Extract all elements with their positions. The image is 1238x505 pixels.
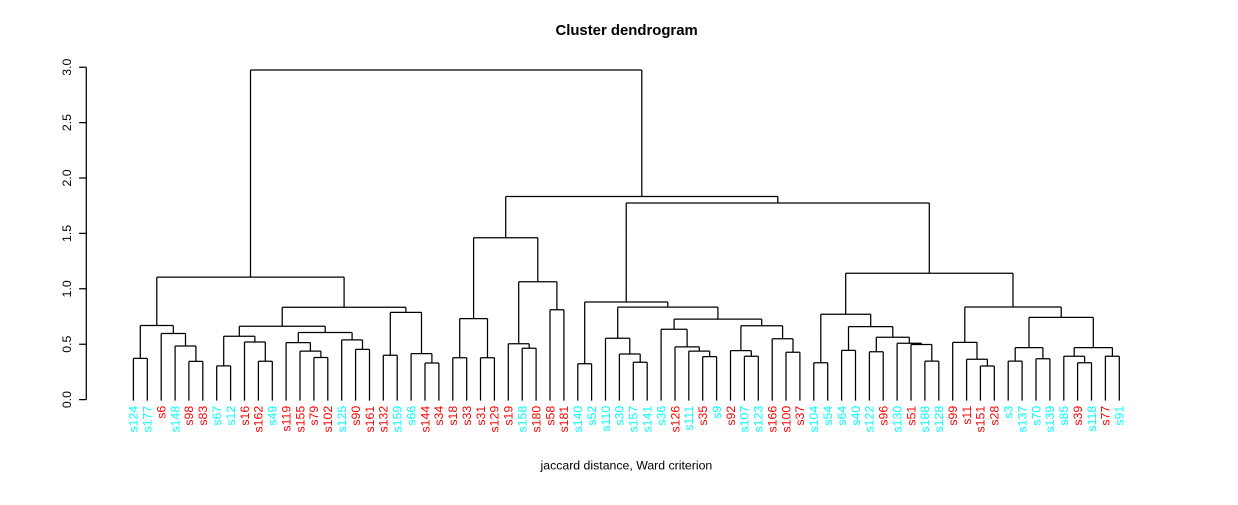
svg-text:s83: s83 <box>196 406 210 426</box>
svg-text:s123: s123 <box>752 406 766 433</box>
svg-text:s90: s90 <box>349 406 363 426</box>
svg-text:s37: s37 <box>793 406 807 426</box>
svg-text:s34: s34 <box>432 406 446 426</box>
svg-text:s157: s157 <box>627 406 641 433</box>
svg-text:s19: s19 <box>502 406 516 426</box>
svg-text:0.5: 0.5 <box>60 335 74 352</box>
svg-text:s181: s181 <box>557 406 571 433</box>
svg-text:s11: s11 <box>960 406 974 425</box>
svg-text:s148: s148 <box>168 406 182 433</box>
svg-text:s177: s177 <box>141 406 155 433</box>
svg-text:s39: s39 <box>1071 406 1085 426</box>
svg-text:s158: s158 <box>516 406 530 433</box>
svg-text:s188: s188 <box>918 406 932 433</box>
svg-text:s77: s77 <box>1099 406 1113 426</box>
svg-text:1.5: 1.5 <box>60 225 74 242</box>
svg-text:Cluster dendrogram: Cluster dendrogram <box>555 23 697 39</box>
svg-text:0.0: 0.0 <box>60 391 74 408</box>
svg-text:s159: s159 <box>391 406 405 433</box>
svg-text:s118: s118 <box>1085 406 1099 432</box>
svg-text:s110: s110 <box>599 406 613 432</box>
svg-text:s137: s137 <box>1015 406 1029 433</box>
svg-text:s36: s36 <box>654 406 668 426</box>
svg-text:s111: s111 <box>682 406 696 431</box>
svg-text:s58: s58 <box>543 406 557 426</box>
svg-text:s98: s98 <box>182 406 196 426</box>
svg-text:s104: s104 <box>807 406 821 433</box>
svg-text:s102: s102 <box>321 406 335 433</box>
svg-text:s151: s151 <box>974 406 988 433</box>
svg-text:s155: s155 <box>293 406 307 433</box>
svg-text:s54: s54 <box>821 406 835 426</box>
svg-text:s161: s161 <box>363 406 377 433</box>
svg-text:s129: s129 <box>488 406 502 433</box>
svg-text:s124: s124 <box>127 406 141 433</box>
svg-text:s49: s49 <box>266 406 280 426</box>
svg-text:2.5: 2.5 <box>60 114 74 131</box>
svg-text:s64: s64 <box>835 406 849 426</box>
svg-text:s51: s51 <box>904 406 918 426</box>
svg-text:s30: s30 <box>613 406 627 426</box>
svg-text:s16: s16 <box>238 406 252 426</box>
svg-text:s40: s40 <box>849 406 863 426</box>
svg-text:s100: s100 <box>779 406 793 433</box>
svg-text:s141: s141 <box>641 406 655 433</box>
svg-text:s132: s132 <box>377 406 391 433</box>
svg-text:s3: s3 <box>1002 406 1016 419</box>
svg-text:s107: s107 <box>738 406 752 433</box>
svg-text:s9: s9 <box>710 406 724 419</box>
svg-text:s92: s92 <box>724 406 738 426</box>
svg-text:s144: s144 <box>418 406 432 433</box>
svg-text:s66: s66 <box>404 406 418 426</box>
svg-text:s166: s166 <box>766 406 780 433</box>
svg-text:jaccard distance, Ward criteri: jaccard distance, Ward criterion <box>540 459 713 473</box>
svg-text:s6: s6 <box>155 406 169 419</box>
svg-text:s126: s126 <box>668 406 682 433</box>
svg-text:s139: s139 <box>1043 406 1057 433</box>
svg-text:s91: s91 <box>1113 406 1127 426</box>
svg-text:s140: s140 <box>571 406 585 433</box>
svg-text:s119: s119 <box>279 406 293 432</box>
svg-text:s79: s79 <box>307 406 321 426</box>
svg-text:s12: s12 <box>224 406 238 426</box>
svg-text:s125: s125 <box>335 406 349 433</box>
svg-text:s96: s96 <box>877 406 891 426</box>
svg-text:s35: s35 <box>696 406 710 426</box>
svg-text:s130: s130 <box>890 406 904 433</box>
svg-text:s31: s31 <box>474 406 488 426</box>
svg-text:s128: s128 <box>932 406 946 433</box>
svg-text:s85: s85 <box>1057 406 1071 426</box>
svg-text:s33: s33 <box>460 406 474 426</box>
svg-text:s67: s67 <box>210 406 224 426</box>
svg-text:s52: s52 <box>585 406 599 426</box>
svg-text:s70: s70 <box>1029 406 1043 426</box>
svg-text:1.0: 1.0 <box>60 280 74 297</box>
svg-text:3.0: 3.0 <box>60 58 74 75</box>
svg-text:s99: s99 <box>946 406 960 426</box>
svg-text:s28: s28 <box>988 406 1002 426</box>
svg-text:s180: s180 <box>529 406 543 433</box>
svg-text:s162: s162 <box>252 406 266 433</box>
svg-text:2.0: 2.0 <box>60 169 74 186</box>
svg-text:s18: s18 <box>446 406 460 426</box>
svg-text:s122: s122 <box>863 406 877 433</box>
